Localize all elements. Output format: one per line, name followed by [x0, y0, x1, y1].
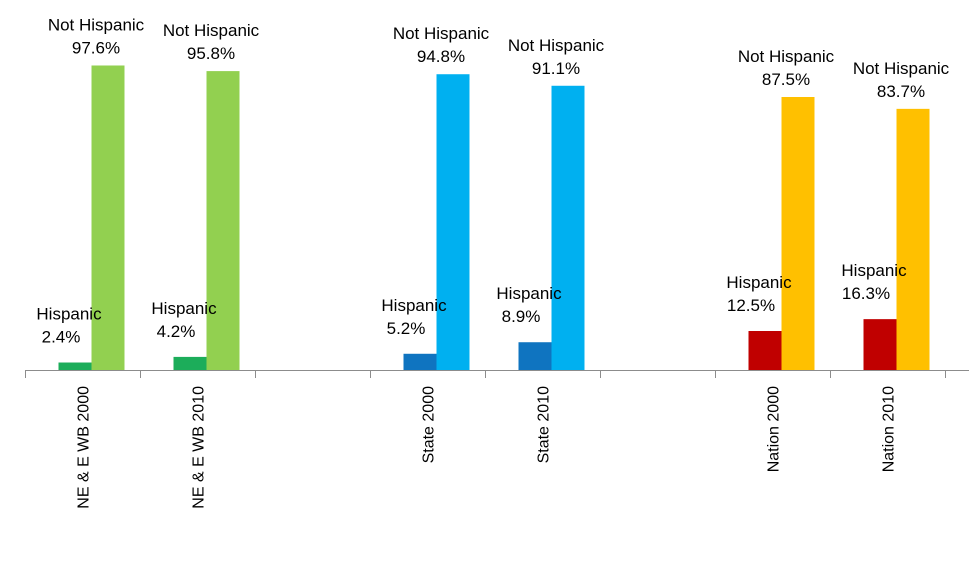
- bar-not-hispanic: [91, 65, 125, 370]
- bar-hispanic: [748, 331, 782, 370]
- bar-hispanic: [518, 342, 552, 370]
- bar-not-hispanic: [206, 71, 240, 370]
- label-not-hispanic-name: Not Hispanic: [163, 21, 260, 40]
- label-hispanic-value: 4.2%: [157, 322, 196, 341]
- label-not-hispanic-name: Not Hispanic: [738, 47, 835, 66]
- category-label: NE & E WB 2010: [191, 386, 208, 509]
- category-label: Nation 2010: [881, 386, 898, 472]
- label-hispanic-name: Hispanic: [381, 296, 447, 315]
- label-hispanic-name: Hispanic: [151, 299, 217, 318]
- category-label: State 2010: [536, 386, 553, 464]
- label-hispanic-value: 16.3%: [842, 284, 890, 303]
- label-not-hispanic-name: Not Hispanic: [853, 59, 950, 78]
- label-not-hispanic-value: 95.8%: [187, 44, 235, 63]
- category-label: Nation 2000: [766, 386, 783, 472]
- bar-not-hispanic: [896, 108, 930, 370]
- bar-hispanic: [863, 319, 897, 370]
- category-labels-layer: NE & E WB 2000 NE & E WB 2010 State 2000 St…: [76, 386, 898, 509]
- bar-hispanic: [403, 353, 437, 370]
- x-axis-ticks: [25, 370, 946, 378]
- label-hispanic-value: 5.2%: [387, 319, 426, 338]
- label-not-hispanic-name: Not Hispanic: [508, 36, 605, 55]
- bars-layer: [58, 65, 930, 370]
- label-hispanic-name: Hispanic: [496, 284, 562, 303]
- label-hispanic-name: Hispanic: [36, 305, 102, 324]
- label-hispanic-value: 12.5%: [727, 296, 775, 315]
- label-hispanic-value: 8.9%: [502, 307, 541, 326]
- label-not-hispanic-value: 97.6%: [72, 38, 120, 57]
- bar-not-hispanic: [781, 97, 815, 370]
- category-label: NE & E WB 2000: [76, 386, 93, 509]
- label-not-hispanic-value: 91.1%: [532, 59, 580, 78]
- label-hispanic-name: Hispanic: [726, 273, 792, 292]
- bar-not-hispanic: [551, 85, 585, 370]
- label-not-hispanic-value: 94.8%: [417, 47, 465, 66]
- label-hispanic-name: Hispanic: [841, 261, 907, 280]
- label-not-hispanic-name: Not Hispanic: [393, 24, 490, 43]
- bar-hispanic: [58, 362, 92, 370]
- label-not-hispanic-value: 87.5%: [762, 70, 810, 89]
- label-hispanic-value: 2.4%: [42, 328, 81, 347]
- bar-not-hispanic: [436, 74, 470, 370]
- category-label: State 2000: [421, 386, 438, 464]
- label-not-hispanic-name: Not Hispanic: [48, 15, 145, 34]
- bar-hispanic: [173, 356, 207, 370]
- label-not-hispanic-value: 83.7%: [877, 82, 925, 101]
- data-labels-layer: Hispanic 2.4% Not Hispanic 97.6% Hispanic 4.2…: [36, 15, 949, 346]
